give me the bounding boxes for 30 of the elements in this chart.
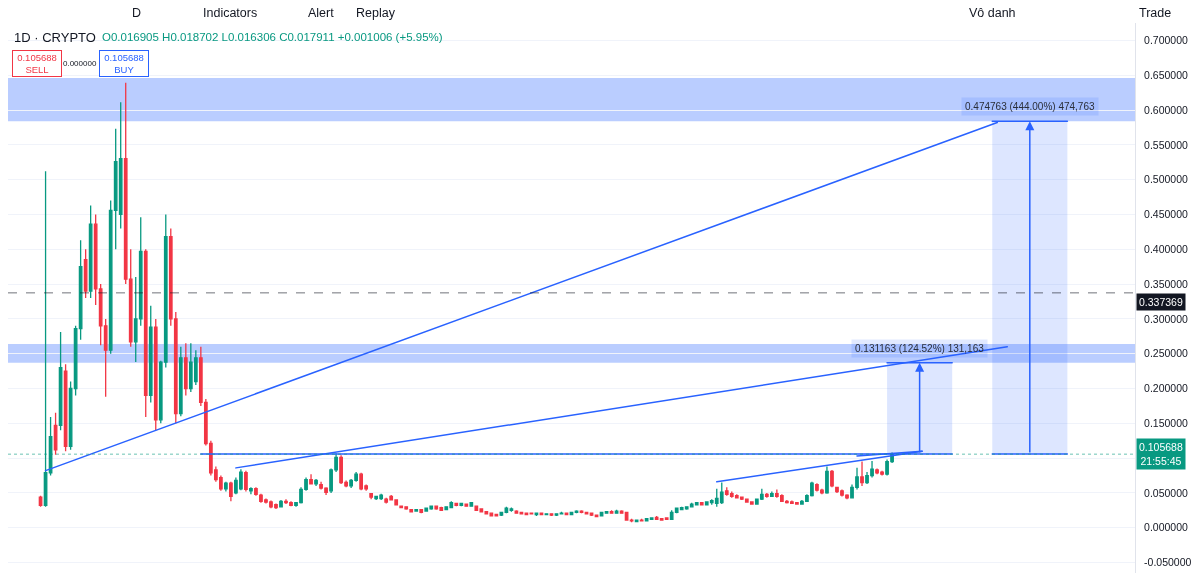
y-tick-label: 0.300000 [1144,312,1189,325]
text: Vô danh [969,6,1016,20]
y-tick-label: 0.700000 [1144,34,1189,47]
ref-line-label: 0.105688 21:55:45 [1139,441,1183,467]
y-tick-label: 0.400000 [1144,242,1189,255]
y-tick-label: 0.650000 [1144,68,1189,81]
annotation: 0.105688 BUY [104,52,144,76]
y-tick-label: 0.600000 [1144,103,1189,116]
y-tick-label: 0.000000 [1144,521,1189,534]
text: Trade [1139,6,1172,20]
y-tick-label: 0.500000 [1144,173,1189,186]
y-tick-label: 0.450000 [1144,208,1189,221]
y-tick-label: 0.250000 [1144,347,1189,360]
y-tick-label: 0.150000 [1144,416,1189,429]
y-tick-label: -0.050000 [1144,556,1192,569]
series-label: 0.131163 (124.52%) 131,163 [855,343,985,354]
series-label: 0.474763 (444.00%) 474,763 [965,101,1095,112]
text: Replay [356,6,396,20]
text: 1D · CRYPTO [14,29,96,45]
annotation: 0.105688 SELL [17,52,57,76]
text: Alert [308,6,335,20]
text: Indicators [203,6,258,20]
annotation: 0.000000 [63,59,97,68]
y-tick-label: 0.550000 [1144,138,1189,151]
text: D [132,6,142,20]
ref-line-label: 0.337369 [1139,296,1183,308]
y-tick-label: 0.350000 [1144,277,1189,290]
y-tick-label: 0.200000 [1144,382,1189,395]
y-tick-label: 0.050000 [1144,486,1189,499]
text: O0.016905 H0.018702 L0.016306 C0.017911 +0.001006 (+5.95%) [102,31,443,43]
